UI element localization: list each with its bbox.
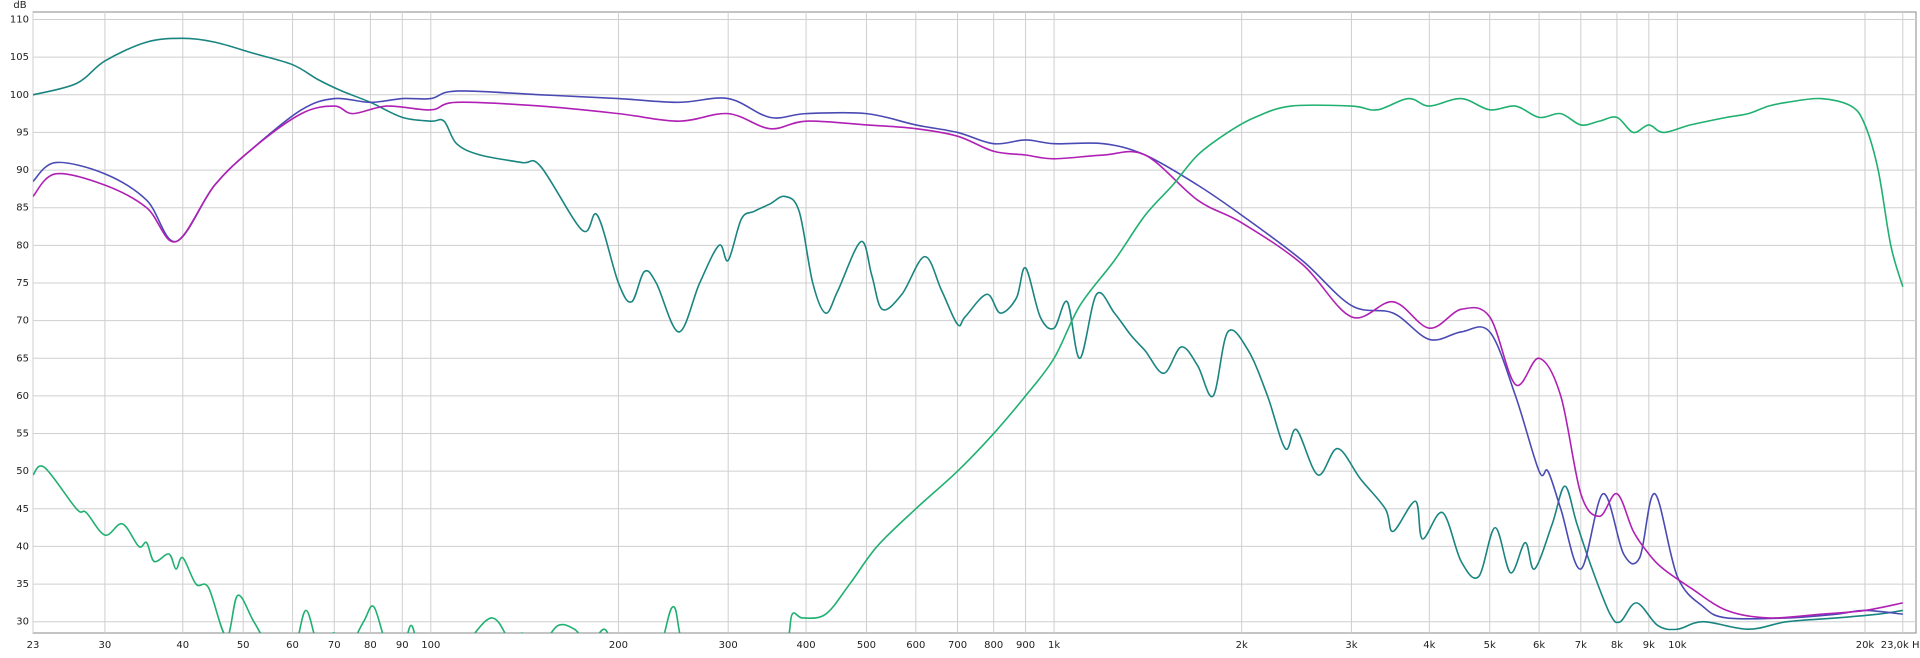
x-tick-label: 10k <box>1668 640 1687 651</box>
x-tick-label: 900 <box>1016 640 1035 651</box>
response-curve <box>33 90 1903 620</box>
y-tick-label: 80 <box>16 240 29 251</box>
x-tick-label: 50 <box>237 640 250 651</box>
y-tick-label: 70 <box>16 316 29 327</box>
y-tick-label: 30 <box>16 617 29 628</box>
x-tick-label: 8k <box>1611 640 1623 651</box>
x-tick-label: 4k <box>1423 640 1435 651</box>
y-tick-label: 60 <box>16 391 29 402</box>
response-curve <box>33 37 1903 631</box>
x-tick-label: 60 <box>286 640 299 651</box>
x-tick-label: 6k <box>1533 640 1545 651</box>
x-tick-label: 3k <box>1345 640 1357 651</box>
x-tick-label: 300 <box>719 640 738 651</box>
x-tick-label: 80 <box>364 640 377 651</box>
y-tick-label: 90 <box>16 165 29 176</box>
y-tick-label: 85 <box>16 203 29 214</box>
y-tick-label: 110 <box>10 15 29 26</box>
x-tick-label: 30 <box>99 640 112 651</box>
x-tick-label: 600 <box>906 640 925 651</box>
x-tick-label: 7k <box>1575 640 1587 651</box>
x-tick-label: 40 <box>176 640 189 651</box>
x-tick-label: 9k <box>1643 640 1655 651</box>
x-tick-label: 700 <box>948 640 967 651</box>
y-tick-label: 35 <box>16 579 29 590</box>
y-tick-label: 100 <box>10 90 29 101</box>
y-tick-label: 50 <box>16 466 29 477</box>
response-curve <box>33 97 1904 633</box>
y-tick-label: 65 <box>16 353 29 364</box>
x-tick-label: 20k <box>1856 640 1875 651</box>
x-tick-label: 200 <box>609 640 628 651</box>
x-tick-label: 23,0k Hz <box>1881 640 1920 651</box>
y-tick-label: 95 <box>16 127 29 138</box>
x-tick-label: 100 <box>421 640 440 651</box>
x-tick-label: 500 <box>857 640 876 651</box>
x-tick-label: 400 <box>797 640 816 651</box>
y-tick-label: 105 <box>10 52 29 63</box>
x-tick-label: 1k <box>1048 640 1060 651</box>
x-tick-label: 2k <box>1236 640 1248 651</box>
y-tick-label: 40 <box>16 541 29 552</box>
curves <box>33 37 1904 633</box>
y-tick-label: 55 <box>16 429 29 440</box>
y-tick-label: 75 <box>16 278 29 289</box>
x-tick-label: 70 <box>328 640 341 651</box>
response-curve <box>33 101 1903 619</box>
y-tick-label: 45 <box>16 504 29 515</box>
y-axis-label: dB <box>13 0 26 11</box>
plot-frame <box>32 11 1917 634</box>
x-tick-label: 800 <box>984 640 1003 651</box>
x-tick-label: 23 <box>27 640 40 651</box>
x-tick-label: 5k <box>1484 640 1496 651</box>
x-tick-label: 90 <box>396 640 409 651</box>
